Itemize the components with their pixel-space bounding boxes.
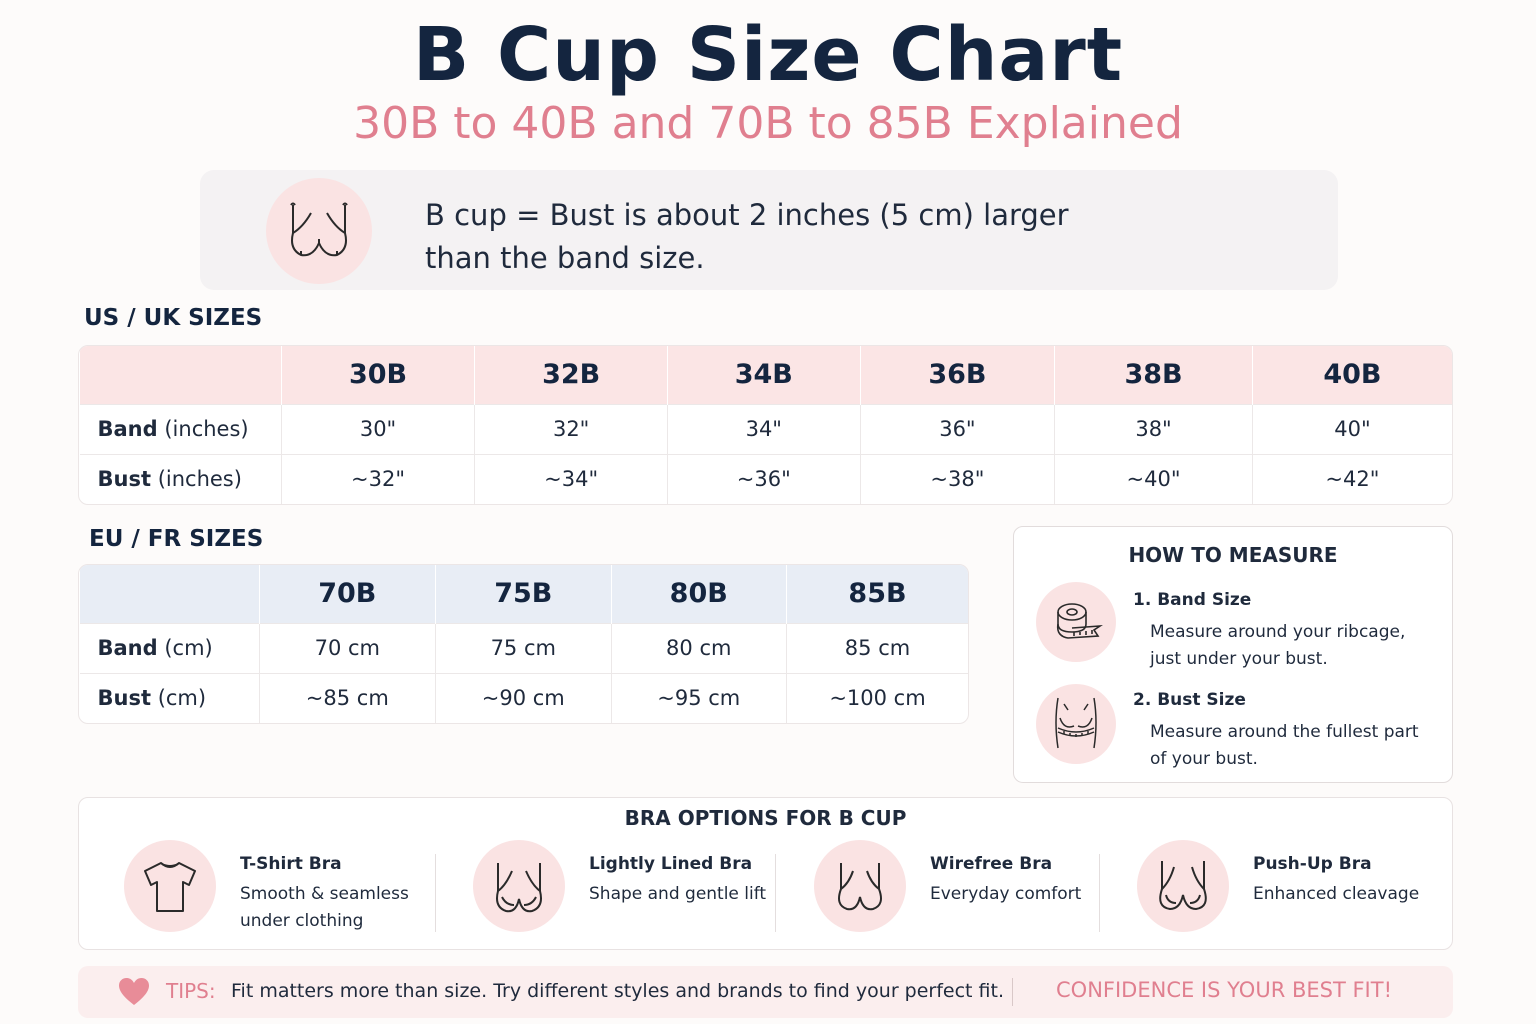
lined-bra-icon [473,840,565,932]
how-to-measure-title: HOW TO MEASURE [1128,543,1338,567]
size-header: 75B [435,565,612,623]
table-cell: 38" [1054,403,1253,454]
size-header: 32B [474,346,668,404]
wirefree-bra-icon [814,840,906,932]
bra-option-name: Lightly Lined Bra [589,854,753,874]
table-cell: ~85 cm [258,672,436,723]
row-label: Band (cm) [79,622,260,673]
row-label: Band (inches) [79,403,282,454]
bra-option-description: Enhanced cleavage [1253,884,1420,904]
table-cell: ~38" [859,453,1055,504]
table-cell: ~34" [474,453,668,504]
bra-option-name: Push-Up Bra [1253,854,1372,874]
size-header: 36B [859,346,1055,404]
t-shirt-icon [124,840,216,932]
size-header: 85B [786,565,968,623]
table-cell: 85 cm [786,622,968,673]
push-up-bra-icon [1137,840,1229,932]
eu-fr-section-label: EU / FR SIZES [89,526,264,552]
size-header: 38B [1054,346,1253,404]
page-title: B Cup Size Chart [412,12,1124,98]
definition-line-1: B cup = Bust is about 2 inches (5 cm) la… [425,198,1069,232]
measure-step-heading: 1. Band Size [1133,590,1252,610]
table-cell: ~100 cm [786,672,968,723]
table-cell: ~90 cm [435,672,612,723]
divider [435,854,436,932]
bra-options-panel: BRA OPTIONS FOR B CUP T-Shirt Bra Smooth… [78,797,1453,950]
size-header: 40B [1251,346,1452,404]
bra-option-description: Shape and gentle lift [589,884,767,904]
size-header: 30B [280,346,475,404]
table-corner [79,565,260,623]
us-uk-size-table: 30B 32B 34B 36B 38B 40B Band (inches) 30… [78,345,1453,505]
table-row: Band (cm) 70 cm 75 cm 80 cm 85 cm [79,622,968,673]
table-cell: 30" [280,403,475,454]
table-corner [79,346,282,404]
eu-fr-size-table: 70B 75B 80B 85B Band (cm) 70 cm 75 cm 80… [78,564,969,724]
table-cell: ~40" [1054,453,1253,504]
table-cell: ~32" [280,453,475,504]
table-cell: 70 cm [258,622,436,673]
size-header: 34B [666,346,861,404]
definition-box: B cup = Bust is about 2 inches (5 cm) la… [200,170,1338,290]
tips-banner: TIPS: Fit matters more than size. Try di… [78,966,1453,1018]
measure-step-description: Measure around your ribcage, just under … [1150,622,1406,669]
bra-option-name: T-Shirt Bra [240,854,342,874]
tips-text: Fit matters more than size. Try differen… [231,980,1004,1002]
table-cell: ~36" [666,453,861,504]
measure-step-heading: 2. Bust Size [1133,690,1246,710]
size-header: 70B [258,565,436,623]
divider [1099,854,1100,932]
us-uk-section-label: US / UK SIZES [84,305,263,331]
table-cell: 40" [1251,403,1452,454]
table-cell: 75 cm [435,622,612,673]
row-label: Bust (inches) [79,453,282,504]
how-to-measure-panel: HOW TO MEASURE 1. Band Size Measure arou… [1013,526,1453,783]
table-cell: 32" [474,403,668,454]
measure-step-description: Measure around the fullest part of your … [1150,722,1419,769]
definition-line-2: than the band size. [425,241,705,275]
bra-option-description: Everyday comfort [930,884,1082,904]
size-header: 80B [610,565,787,623]
table-cell: 34" [666,403,861,454]
measuring-tape-icon [1036,582,1116,662]
row-label: Bust (cm) [79,672,260,723]
table-cell: 36" [859,403,1055,454]
table-row: Bust (inches) ~32" ~34" ~36" ~38" ~40" ~… [79,453,1452,504]
bust-measure-icon [1036,684,1116,764]
divider [1012,978,1013,1006]
bra-options-title: BRA OPTIONS FOR B CUP [624,806,907,830]
divider [775,854,776,932]
page-subtitle: 30B to 40B and 70B to 85B Explained [353,98,1183,149]
tips-label: TIPS: [166,979,216,1003]
table-cell: 80 cm [610,622,787,673]
table-row: Bust (cm) ~85 cm ~90 cm ~95 cm ~100 cm [79,672,968,723]
table-cell: ~95 cm [610,672,787,723]
table-row: Band (inches) 30" 32" 34" 36" 38" 40" [79,403,1452,454]
confidence-tagline: CONFIDENCE IS YOUR BEST FIT! [1056,978,1392,1002]
table-cell: ~42" [1251,453,1452,504]
bra-option-name: Wirefree Bra [930,854,1053,874]
bra-option-description: Smooth & seamless under clothing [240,884,409,931]
heart-icon [118,977,150,1007]
bra-icon [266,178,372,284]
